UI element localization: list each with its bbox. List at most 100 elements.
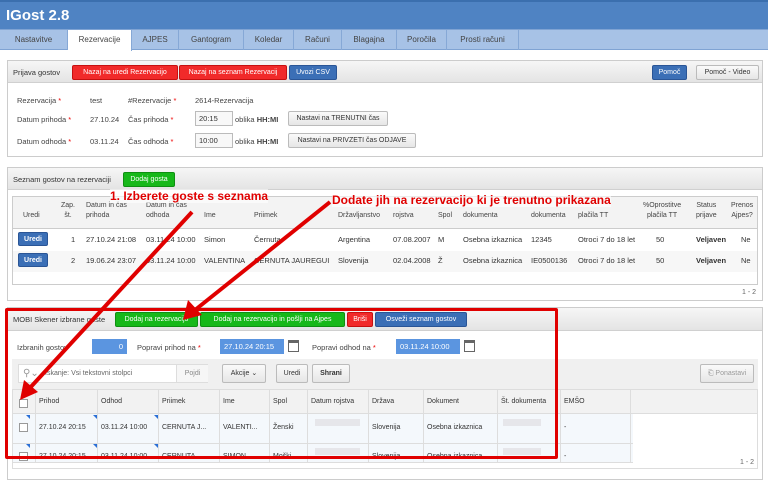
fix-arrival-input[interactable]: 27.10.24 20:15 <box>220 339 284 354</box>
fix-departure-input[interactable]: 03.11.24 10:00 <box>396 339 460 354</box>
table-cell: Osebna izkaznica <box>463 256 523 265</box>
header-line: %Oprostitve <box>643 202 682 209</box>
header-line: št. <box>64 212 72 219</box>
import-csv-button[interactable]: Uvozi CSV <box>289 65 337 80</box>
back-to-edit-button[interactable]: Nazaj na uredi Rezervacijo <box>72 65 178 80</box>
row-checkbox[interactable] <box>19 423 28 432</box>
grid-header <box>13 390 757 414</box>
search-input[interactable]: Iskanje: Vsi tekstovni stolpci <box>45 370 133 377</box>
back-to-list-button[interactable]: Nazaj na seznam Rezervacij <box>179 65 287 80</box>
column-header: Dokument <box>427 398 459 405</box>
help-button[interactable]: Pomoč <box>652 65 687 80</box>
add-to-reservation-button[interactable]: Dodaj na rezervacijo <box>115 312 198 327</box>
table-cell: Argentina <box>338 235 371 244</box>
redacted-value <box>503 419 541 426</box>
tab-nastavitve[interactable]: Nastavitve <box>0 30 68 50</box>
arrival-time-label: Čas prihoda <box>128 115 169 124</box>
reset-label: Ponastavi <box>715 370 747 377</box>
select-all-checkbox[interactable] <box>19 399 28 408</box>
reset-button[interactable]: ⎗ Ponastavi <box>700 364 754 383</box>
tab-rezervacije[interactable]: Rezervacije <box>68 30 132 51</box>
grid-cell[interactable]: Slovenija <box>372 424 401 431</box>
save-button[interactable]: Shrani <box>312 364 350 383</box>
main-tabs: Nastavitve Rezervacije AJPES Gantogram K… <box>0 29 768 51</box>
arrow-step1 <box>26 210 194 392</box>
tab-ajpes[interactable]: AJPES <box>132 30 179 50</box>
column-header: EMŠO <box>564 398 585 405</box>
add-and-send-ajpes-button[interactable]: Dodaj na rezervacijo in pošlji na Ajpes <box>200 312 345 327</box>
tab-prosti-racuni[interactable]: Prosti računi <box>447 30 519 50</box>
grid-cell[interactable]: - <box>564 424 567 431</box>
grid-cell[interactable]: CERNUTA J... <box>162 424 207 431</box>
tab-koledar[interactable]: Koledar <box>244 30 294 50</box>
set-current-time-button[interactable]: Nastavi na TRENUTNI čas <box>288 111 388 126</box>
header-line: Datum in čas <box>146 202 187 209</box>
grid-cell[interactable]: VALENTI... <box>223 424 258 431</box>
grid-cell[interactable]: Osebna izkaznica <box>427 424 483 431</box>
chevron-down-icon: ⌄ <box>251 370 258 377</box>
actions-label: Akcije <box>230 370 250 377</box>
set-default-checkout-button[interactable]: Nastavi na PRIVZETI čas ODJAVE <box>288 133 416 148</box>
delete-button[interactable]: Briši <box>347 312 373 327</box>
column-header: %Oprostitve plačila TT <box>643 201 681 221</box>
table-cell: 2 <box>71 256 76 265</box>
header-line: Spol <box>438 212 453 219</box>
table-cell: CERNUTA JAUREGUI <box>254 256 330 265</box>
panel-title: MOBI Skener izbrane goste <box>13 315 106 324</box>
tab-racuni[interactable]: Računi <box>294 30 342 50</box>
help-video-button[interactable]: Pomoč - Video <box>696 65 759 80</box>
table-cell: 50 <box>656 235 665 244</box>
header-line: Prenos <box>731 202 754 209</box>
calendar-icon[interactable] <box>288 340 299 352</box>
tab-gantogram[interactable]: Gantogram <box>179 30 244 50</box>
column-header: Spol <box>438 211 452 221</box>
edit-button[interactable]: Uredi <box>276 364 308 383</box>
grid-cell[interactable]: Ženski <box>273 424 294 431</box>
column-header: Prihod <box>39 398 60 405</box>
app-title: IGost 2.8 <box>6 7 70 24</box>
pagination: 1 - 2 <box>739 459 754 466</box>
tab-blagajna[interactable]: Blagajna <box>342 30 397 50</box>
search-box[interactable]: ⚲⌄ Iskanje: Vsi tekstovni stolpci Pojdi <box>18 364 208 383</box>
column-header: Št. dokumenta <box>501 398 547 405</box>
grid-cell[interactable]: - <box>564 453 567 460</box>
search-icon[interactable]: ⚲⌄ <box>23 368 39 379</box>
header-line: rojstva <box>393 212 414 219</box>
add-guest-button[interactable]: Dodaj gosta <box>123 172 175 187</box>
refresh-guests-button[interactable]: Osveži seznam gostov <box>375 312 467 327</box>
format-value: HH:MI <box>256 115 279 124</box>
format-hint: oblika <box>235 137 255 146</box>
column-header: dokumenta <box>531 211 566 221</box>
format-hint: oblika <box>235 115 255 124</box>
arrowhead <box>20 380 38 400</box>
arrival-date-value: 27.10.24 <box>90 115 120 124</box>
edit-guest-button[interactable]: Uredi <box>18 232 48 246</box>
table-cell: Simon <box>204 235 226 244</box>
arrow-step2 <box>193 200 332 312</box>
table-cell: Ne <box>741 235 751 244</box>
reservation-number-label: #Rezervacije <box>128 96 172 105</box>
header-line: Ime <box>204 212 216 219</box>
tab-porocila[interactable]: Poročila <box>397 30 447 50</box>
table-cell: Otroci 7 do 18 let <box>578 256 636 265</box>
table-cell: Ž <box>438 256 443 265</box>
grid-cell[interactable]: 27.10.24 20:15 <box>39 424 86 431</box>
reservation-value: test <box>90 96 103 105</box>
grid-cell[interactable]: 03.11.24 10:00 <box>101 424 148 431</box>
header-line: plačila TT <box>578 212 609 219</box>
actions-menu[interactable]: Akcije ⌄ <box>222 364 266 383</box>
header-line: plačila TT <box>646 212 678 219</box>
column-header: Uredi <box>23 211 40 221</box>
header-line: Status <box>696 202 717 209</box>
table-cell: Otroci 7 do 18 let <box>578 235 636 244</box>
table-cell: 03.11.24 10:00 <box>146 256 196 265</box>
column-header: Zap. št. <box>61 201 75 221</box>
format-value: HH:MI <box>256 137 279 146</box>
reservation-label: Rezervacija <box>17 96 57 105</box>
departure-time-input[interactable]: 10:00 <box>195 133 233 148</box>
calendar-icon[interactable] <box>464 340 475 352</box>
arrival-time-input[interactable]: 20:15 <box>195 111 233 126</box>
edit-guest-button[interactable]: Uredi <box>18 253 48 267</box>
go-button[interactable]: Pojdi <box>176 365 208 382</box>
